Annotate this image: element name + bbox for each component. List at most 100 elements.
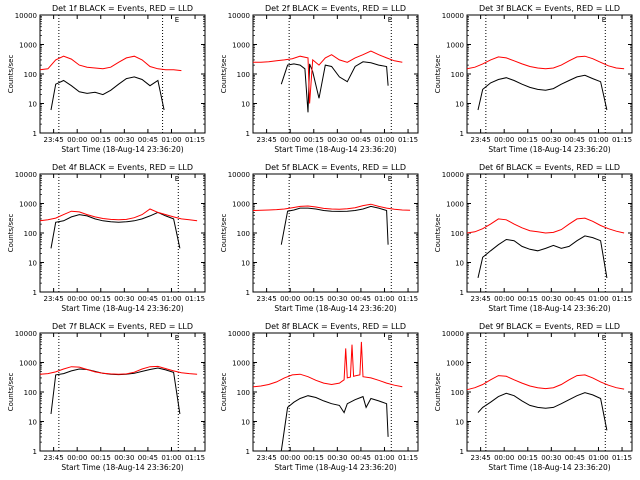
y-tick-label: 1 xyxy=(33,289,37,297)
x-tick-label: 00:30 xyxy=(541,454,561,462)
x-tick-label: 01:00 xyxy=(374,136,394,144)
x-tick-label: 00:30 xyxy=(114,136,134,144)
chart-panel-9: Det 9f BLACK = Events, RED = LLD E 1 10 100 1… xyxy=(434,322,633,472)
x-tick-label: 00:45 xyxy=(138,295,158,303)
x-tick-label: 00:15 xyxy=(91,454,111,462)
chart-panel-7: Det 7f BLACK = Events, RED = LLD E 1 10 100 1… xyxy=(7,322,206,472)
x-tick-label: 00:00 xyxy=(494,454,514,462)
y-tick-label: 100 xyxy=(451,389,464,397)
chart-panel-2: Det 2f BLACK = Events, RED = LLD E 1 10 100 1… xyxy=(220,4,419,154)
series-line-lld xyxy=(466,55,625,70)
plot-frame xyxy=(39,173,206,293)
x-tick-label: 00:00 xyxy=(280,454,300,462)
y-tick-label: 1 xyxy=(460,448,464,456)
y-tick-label: 1000 xyxy=(232,201,250,209)
plot-frame xyxy=(252,14,419,134)
corner-mark: E xyxy=(602,175,606,183)
series-line-events xyxy=(50,76,165,111)
x-axis-label: Start Time (18-Aug-14 23:36:20) xyxy=(488,304,610,313)
y-tick-label: 10000 xyxy=(442,12,464,20)
y-tick-label: 100 xyxy=(451,230,464,238)
y-tick-label: 1000 xyxy=(19,42,37,50)
x-axis-label: Start Time (18-Aug-14 23:36:20) xyxy=(274,463,396,472)
y-tick-label: 10000 xyxy=(15,171,37,179)
x-axis-label: Start Time (18-Aug-14 23:36:20) xyxy=(488,145,610,154)
series-line-lld xyxy=(466,217,625,234)
y-axis-label: Counts/sec xyxy=(7,214,15,253)
corner-mark: E xyxy=(175,334,179,342)
x-tick-label: 00:15 xyxy=(91,295,111,303)
x-axis-label: Start Time (18-Aug-14 23:36:20) xyxy=(274,145,396,154)
corner-mark: E xyxy=(602,16,606,24)
series-line-events xyxy=(50,367,181,415)
chart-title: Det 2f BLACK = Events, RED = LLD xyxy=(265,4,406,13)
y-axis-label: Counts/sec xyxy=(434,55,442,94)
y-tick-label: 10 xyxy=(455,419,464,427)
x-tick-label: 00:00 xyxy=(494,295,514,303)
plot-frame xyxy=(466,332,633,452)
x-tick-label: 00:45 xyxy=(565,454,585,462)
y-tick-label: 1000 xyxy=(232,42,250,50)
series-line-events xyxy=(477,235,608,279)
chart-panel-6: Det 6f BLACK = Events, RED = LLD E 1 10 100 1… xyxy=(434,163,633,313)
y-tick-label: 10000 xyxy=(15,330,37,338)
x-tick-label: 00:15 xyxy=(304,295,324,303)
x-tick-label: 01:15 xyxy=(612,454,632,462)
plot-frame xyxy=(466,14,633,134)
x-tick-label: 00:30 xyxy=(541,136,561,144)
plot-frame xyxy=(39,332,206,452)
x-tick-label: 23:45 xyxy=(471,454,491,462)
y-axis-label: Counts/sec xyxy=(434,214,442,253)
series-line-events xyxy=(280,395,389,452)
x-tick-label: 23:45 xyxy=(44,295,64,303)
x-tick-label: 00:45 xyxy=(351,136,371,144)
chart-panel-8: Det 8f BLACK = Events, RED = LLD E 1 10 100 1… xyxy=(220,322,419,472)
y-tick-label: 1 xyxy=(33,130,37,138)
y-axis-label: Counts/sec xyxy=(220,55,228,94)
corner-mark: E xyxy=(388,175,392,183)
x-tick-label: 01:00 xyxy=(161,136,181,144)
y-tick-label: 1000 xyxy=(232,360,250,368)
chart-title: Det 9f BLACK = Events, RED = LLD xyxy=(479,322,620,331)
x-tick-label: 00:15 xyxy=(518,136,538,144)
y-tick-label: 10 xyxy=(241,419,250,427)
x-tick-label: 00:15 xyxy=(518,295,538,303)
y-tick-label: 100 xyxy=(24,230,37,238)
y-tick-label: 10 xyxy=(28,101,37,109)
x-tick-label: 01:15 xyxy=(185,454,205,462)
series-line-lld xyxy=(466,374,625,391)
x-tick-label: 01:15 xyxy=(398,136,418,144)
y-tick-label: 100 xyxy=(237,71,250,79)
x-axis-label: Start Time (18-Aug-14 23:36:20) xyxy=(274,304,396,313)
x-tick-label: 00:45 xyxy=(565,136,585,144)
x-tick-label: 01:00 xyxy=(161,295,181,303)
x-tick-label: 23:45 xyxy=(257,295,277,303)
x-tick-label: 23:45 xyxy=(44,454,64,462)
x-tick-label: 00:30 xyxy=(541,295,561,303)
y-tick-label: 10000 xyxy=(228,12,250,20)
x-tick-label: 00:45 xyxy=(138,454,158,462)
y-tick-label: 100 xyxy=(237,230,250,238)
y-tick-label: 10000 xyxy=(442,171,464,179)
x-tick-label: 00:00 xyxy=(280,136,300,144)
x-axis-label: Start Time (18-Aug-14 23:36:20) xyxy=(61,145,183,154)
y-tick-label: 10000 xyxy=(228,330,250,338)
y-axis-label: Counts/sec xyxy=(434,373,442,412)
x-tick-label: 01:00 xyxy=(161,454,181,462)
y-tick-label: 10 xyxy=(455,260,464,268)
series-line-events xyxy=(50,211,181,249)
y-tick-label: 1000 xyxy=(446,360,464,368)
chart-panel-1: Det 1f BLACK = Events, RED = LLD E 1 10 100 1… xyxy=(7,4,206,154)
plot-frame xyxy=(39,14,206,134)
x-tick-label: 00:00 xyxy=(67,454,87,462)
x-tick-label: 01:15 xyxy=(398,295,418,303)
x-tick-label: 01:15 xyxy=(185,136,205,144)
y-tick-label: 1000 xyxy=(446,42,464,50)
series-line-lld xyxy=(39,208,198,222)
x-axis-label: Start Time (18-Aug-14 23:36:20) xyxy=(61,463,183,472)
y-tick-label: 1 xyxy=(246,130,250,138)
chart-title: Det 7f BLACK = Events, RED = LLD xyxy=(52,322,193,331)
x-axis-label: Start Time (18-Aug-14 23:36:20) xyxy=(488,463,610,472)
x-tick-label: 00:30 xyxy=(327,454,347,462)
chart-panel-4: Det 4f BLACK = Events, RED = LLD E 1 10 100 1… xyxy=(7,163,206,313)
